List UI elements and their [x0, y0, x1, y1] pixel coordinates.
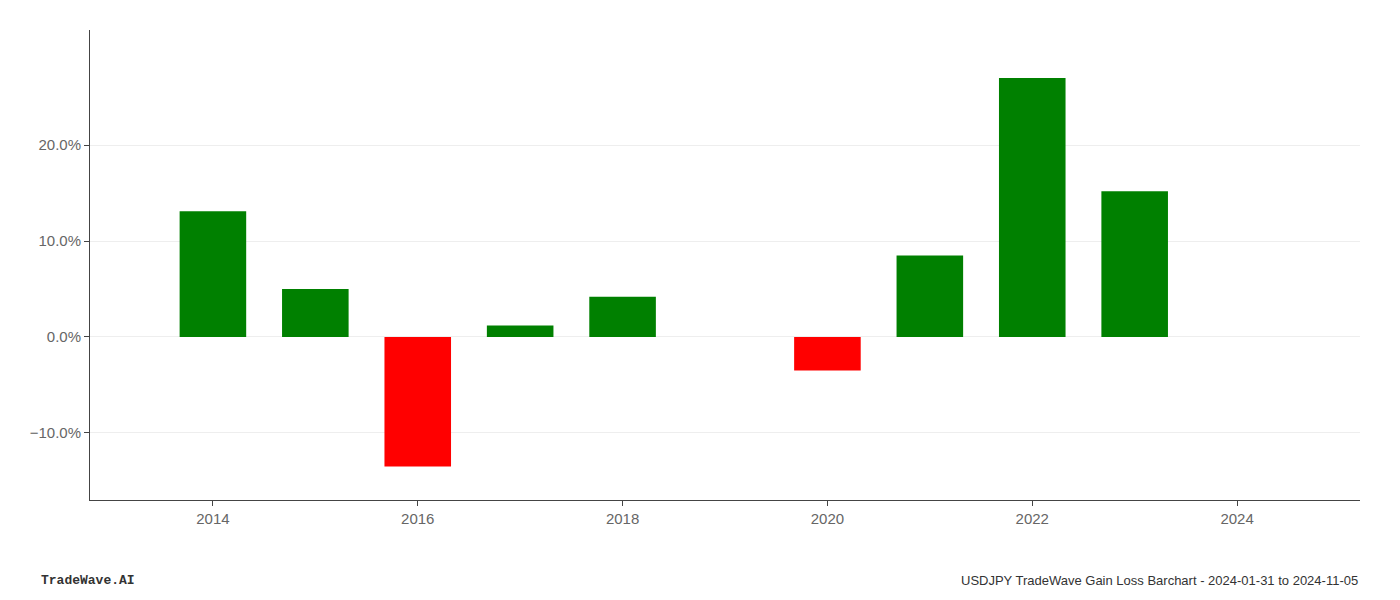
svg-text:0.0%: 0.0% — [47, 328, 81, 345]
svg-text:2022: 2022 — [1016, 510, 1049, 527]
svg-text:2018: 2018 — [606, 510, 639, 527]
svg-text:2014: 2014 — [196, 510, 229, 527]
svg-text:10.0%: 10.0% — [38, 232, 81, 249]
svg-text:20.0%: 20.0% — [38, 136, 81, 153]
svg-text:−10.0%: −10.0% — [30, 424, 81, 441]
svg-text:2020: 2020 — [811, 510, 844, 527]
svg-text:2024: 2024 — [1220, 510, 1253, 527]
svg-text:2016: 2016 — [401, 510, 434, 527]
svg-text:TradeWave.AI: TradeWave.AI — [41, 573, 135, 588]
svg-text:USDJPY TradeWave Gain Loss Bar: USDJPY TradeWave Gain Loss Barchart - 20… — [961, 573, 1358, 588]
